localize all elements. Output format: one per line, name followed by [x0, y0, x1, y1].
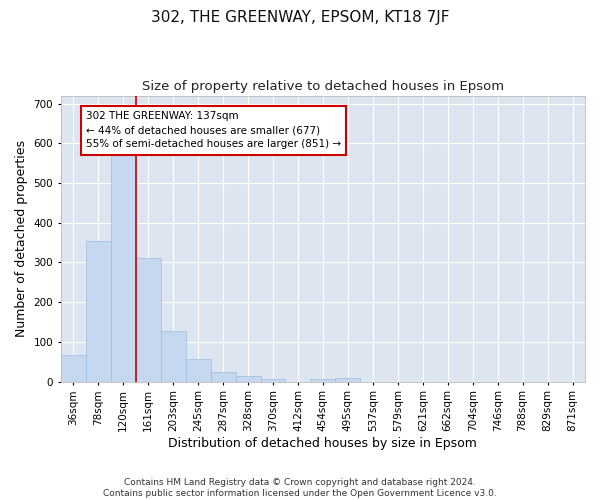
Bar	[136, 258, 161, 382]
Bar	[111, 155, 136, 382]
Bar	[211, 372, 236, 382]
Bar	[236, 376, 260, 382]
Bar	[335, 378, 361, 382]
Text: 302, THE GREENWAY, EPSOM, KT18 7JF: 302, THE GREENWAY, EPSOM, KT18 7JF	[151, 10, 449, 25]
Bar	[310, 378, 335, 382]
Bar	[61, 354, 86, 382]
Text: Contains HM Land Registry data © Crown copyright and database right 2024.
Contai: Contains HM Land Registry data © Crown c…	[103, 478, 497, 498]
Bar	[161, 331, 185, 382]
Text: 302 THE GREENWAY: 137sqm
← 44% of detached houses are smaller (677)
55% of semi-: 302 THE GREENWAY: 137sqm ← 44% of detach…	[86, 112, 341, 150]
Bar	[185, 359, 211, 382]
Title: Size of property relative to detached houses in Epsom: Size of property relative to detached ho…	[142, 80, 504, 93]
X-axis label: Distribution of detached houses by size in Epsom: Distribution of detached houses by size …	[169, 437, 478, 450]
Y-axis label: Number of detached properties: Number of detached properties	[15, 140, 28, 337]
Bar	[260, 379, 286, 382]
Bar	[86, 240, 111, 382]
